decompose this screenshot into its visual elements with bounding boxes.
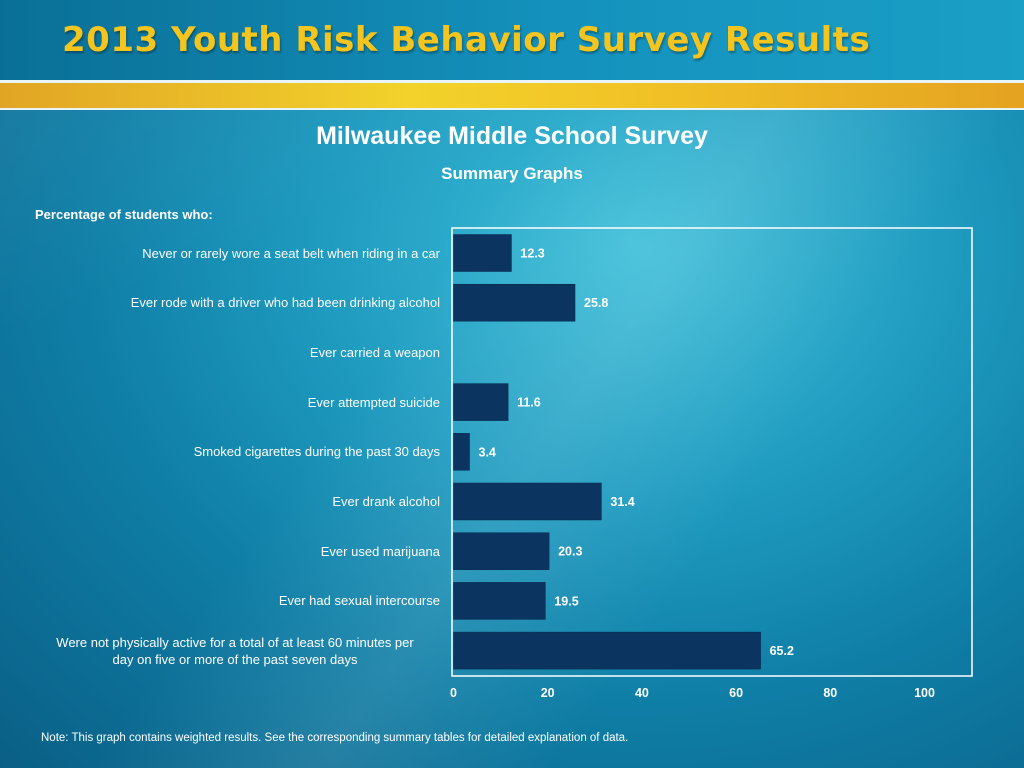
- x-tick-label: 20: [541, 686, 555, 700]
- section-label: Percentage of students who:: [35, 207, 213, 222]
- category-label-line: Were not physically active for a total o…: [56, 634, 414, 650]
- plot-frame: [451, 227, 973, 677]
- data-label: 31.4: [610, 495, 634, 509]
- bar: [453, 482, 602, 521]
- category-label: Never or rarely wore a seat belt when ri…: [20, 245, 440, 262]
- x-tick-label: 60: [729, 686, 743, 700]
- category-label: Ever used marijuana: [20, 543, 440, 560]
- footnote: Note: This graph contains weighted resul…: [41, 732, 629, 744]
- header-rule-top: [0, 80, 1024, 83]
- gold-band: [0, 83, 1024, 108]
- category-label-line: Ever rode with a driver who had been dri…: [130, 295, 440, 311]
- page-title: 2013 Youth Risk Behavior Survey Results: [62, 20, 871, 60]
- bar: [453, 383, 509, 421]
- bar: [453, 433, 470, 471]
- category-label-line: Ever had sexual intercourse: [278, 593, 440, 609]
- category-label: Ever drank alcohol: [20, 493, 440, 510]
- bar: [453, 234, 512, 272]
- x-tick-label: 40: [635, 686, 649, 700]
- data-label: 11.6: [517, 396, 541, 410]
- survey-subtitle: Milwaukee Middle School Survey: [316, 122, 708, 150]
- category-label: Were not physically active for a total o…: [30, 634, 440, 668]
- data-label: 25.8: [584, 296, 608, 310]
- data-label: 65.2: [770, 644, 794, 658]
- header-band: 2013 Youth Risk Behavior Survey Results: [0, 0, 1024, 80]
- category-label-line: Ever attempted suicide: [307, 394, 440, 410]
- x-tick-label: 80: [823, 686, 837, 700]
- category-label-line: day on five or more of the past seven da…: [112, 651, 358, 667]
- category-label: Ever attempted suicide: [20, 394, 440, 411]
- bar: [453, 532, 550, 570]
- bar: [453, 582, 546, 620]
- data-label: 3.4: [479, 445, 496, 459]
- x-tick-label: 100: [914, 686, 935, 700]
- category-label: Smoked cigarettes during the past 30 day…: [20, 443, 440, 460]
- category-label: Ever carried a weapon: [20, 344, 440, 361]
- category-label-line: Smoked cigarettes during the past 30 day…: [193, 444, 440, 460]
- category-label-line: Never or rarely wore a seat belt when ri…: [142, 245, 440, 261]
- header-rule-bottom: [0, 108, 1024, 110]
- data-label: 20.3: [558, 545, 582, 559]
- category-label: Ever rode with a driver who had been dri…: [20, 294, 440, 311]
- category-label-line: Ever carried a weapon: [309, 344, 440, 360]
- category-label-line: Ever used marijuana: [320, 543, 440, 559]
- data-label: 12.3: [520, 247, 544, 261]
- bar: [453, 631, 761, 670]
- data-label: 19.5: [554, 594, 578, 608]
- x-tick-label: 0: [450, 686, 457, 700]
- summary-graphs-heading: Summary Graphs: [441, 164, 583, 183]
- category-label: Ever had sexual intercourse: [20, 592, 440, 609]
- bar: [453, 283, 576, 322]
- category-label-line: Ever drank alcohol: [332, 494, 440, 509]
